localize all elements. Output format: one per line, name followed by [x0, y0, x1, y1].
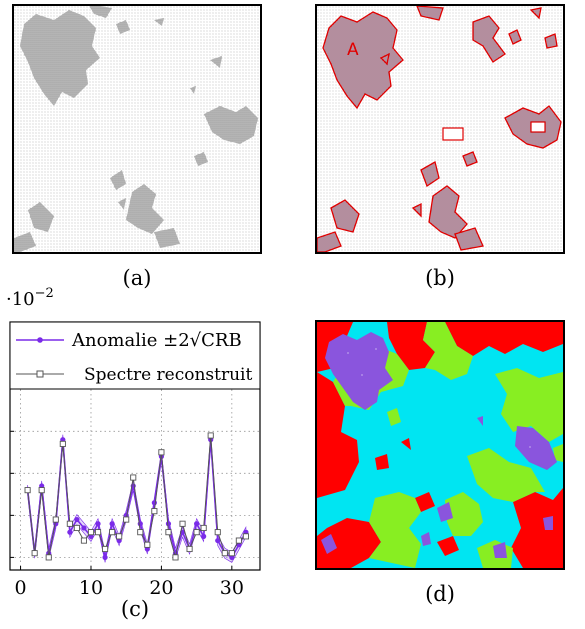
data-point-anomalie	[194, 521, 200, 527]
data-point-spectre	[242, 533, 249, 540]
data-point-spectre	[87, 529, 95, 536]
data-point-spectre	[200, 524, 207, 532]
caption-b: (b)	[425, 266, 455, 290]
data-point-spectre	[158, 449, 165, 456]
data-point-anomalie	[81, 525, 87, 531]
panel-b: A (b)	[315, 4, 565, 290]
region-hole	[442, 127, 464, 141]
scale-factor: ·10−2	[6, 286, 54, 310]
segment-purple	[321, 332, 557, 558]
panel-a-image	[12, 4, 262, 254]
x-tick-label: 20	[149, 577, 173, 599]
segmentation-map	[317, 322, 563, 568]
data-point-spectre	[228, 550, 235, 557]
data-point-spectre	[109, 529, 116, 536]
data-point-anomalie	[74, 516, 80, 523]
data-point-spectre	[193, 529, 200, 536]
data-point-spectre	[221, 550, 228, 557]
region-hole	[530, 121, 546, 133]
data-point-anomalie	[109, 521, 115, 527]
data-point-spectre	[186, 545, 193, 553]
data-point-spectre	[165, 529, 172, 536]
x-tick-label: 30	[220, 577, 244, 599]
data-point-spectre	[80, 537, 87, 544]
data-point-spectre	[235, 537, 242, 544]
data-point-spectre	[207, 432, 214, 439]
panel-d: (d)	[315, 320, 565, 606]
panel-b-image: A	[315, 4, 565, 254]
data-point-anomalie	[102, 554, 108, 560]
gray-texture-map	[14, 6, 260, 252]
x-tick-label: 10	[79, 577, 103, 599]
caption-a: (a)	[122, 266, 152, 290]
data-point-spectre	[144, 541, 151, 548]
legend-label-anomalie: Anomalie ±2√CRB	[71, 330, 242, 351]
data-point-anomalie	[201, 533, 207, 539]
outlined-region-map	[317, 6, 563, 252]
data-point-spectre	[73, 524, 80, 532]
data-point-anomalie	[215, 537, 221, 544]
caption-d: (d)	[425, 582, 455, 606]
data-point-spectre	[214, 529, 221, 536]
data-point-spectre	[38, 487, 45, 494]
x-tick-label: 0	[15, 577, 27, 599]
caption-c: (c)	[120, 597, 150, 621]
data-point-spectre	[102, 545, 109, 553]
data-point-spectre	[151, 508, 158, 515]
data-point-spectre	[66, 520, 73, 527]
series-line-spectre	[27, 435, 247, 558]
legend-marker-square	[36, 370, 44, 378]
spectrum-chart: ·10−2 0 10 20 30 Anomalie ±2√CRB Spectre re…	[6, 286, 261, 599]
data-point-spectre	[45, 554, 52, 561]
legend-label-spectre: Spectre reconstruit	[84, 365, 252, 385]
panel-a: (a)	[12, 4, 262, 290]
data-point-spectre	[137, 529, 144, 536]
region-label-a: A	[347, 40, 359, 60]
data-point-spectre	[179, 520, 186, 527]
data-point-anomalie	[165, 521, 172, 527]
panel-d-image	[315, 320, 565, 570]
data-point-anomalie	[67, 529, 73, 535]
outlined-regions	[317, 6, 562, 252]
segment-speckle	[347, 348, 531, 448]
segment-red	[317, 322, 563, 568]
legend: Anomalie ±2√CRB Spectre reconstruit	[9, 321, 261, 390]
data-point-anomalie	[95, 521, 101, 527]
data-point-spectre	[52, 516, 59, 523]
data-point-anomalie	[151, 500, 157, 506]
data-point-spectre	[130, 474, 137, 481]
data-point-spectre	[24, 487, 31, 494]
data-point-spectre	[116, 533, 123, 540]
data-point-spectre	[31, 550, 38, 557]
panel-c: ·10−2 0 10 20 30 Anomalie ±2√CRB Spectre re…	[0, 285, 275, 621]
data-point-spectre	[59, 440, 66, 447]
gray-blobs	[14, 6, 258, 252]
data-point-spectre	[94, 529, 102, 536]
data-point-spectre	[172, 554, 179, 561]
legend-marker-dot	[37, 337, 43, 343]
x-tick-labels: 0 10 20 30	[15, 577, 244, 599]
series-lines	[24, 432, 249, 561]
data-point-spectre	[123, 516, 130, 523]
